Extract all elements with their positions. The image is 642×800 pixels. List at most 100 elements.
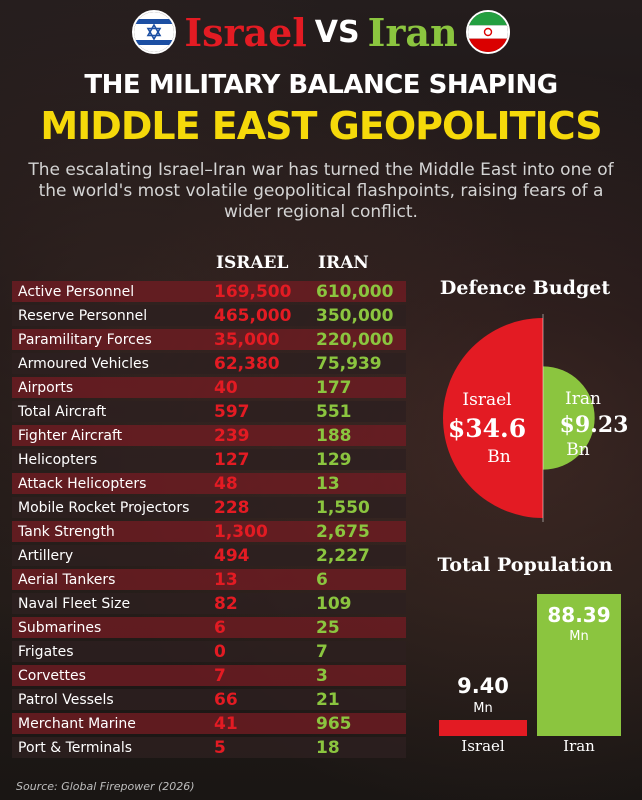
bar-category-label: Israel [461,737,505,755]
bar-value-label: 9.40 [457,674,509,698]
israel-value-cell: 7 [214,665,316,686]
table-row: Patrol Vessels 66 21 [12,689,406,710]
iran-value-cell: 551 [316,401,406,422]
metric-cell: Reserve Personnel [12,305,214,326]
table-row: Tank Strength 1,300 2,675 [12,521,406,542]
bar-israel [439,720,527,736]
table-row: Fighter Aircraft 239 188 [12,425,406,446]
title-line-2: MIDDLE EAST GEOPOLITICS [40,104,602,148]
israel-label: Israel [184,9,307,55]
metric-cell: Port & Terminals [12,737,214,758]
column-header-israel: ISRAEL [216,253,289,273]
israel-value-cell: 127 [214,449,316,470]
israel-value-cell: 228 [214,497,316,518]
pie-slice-israel [443,318,543,518]
pie-label-iran-value: $9.23 [560,412,629,438]
vs-row: Israel VS Iran [0,6,642,58]
table-row: Armoured Vehicles 62,380 75,939 [12,353,406,374]
metric-cell: Merchant Marine [12,713,214,734]
table-row: Artillery 494 2,227 [12,545,406,566]
table-row: Attack Helicopters 48 13 [12,473,406,494]
metric-cell: Artillery [12,545,214,566]
stats-table: Active Personnel 169,500 610,000 Reserve Pe… [12,278,406,761]
iran-value-cell: 75,939 [316,353,406,374]
israel-value-cell: 66 [214,689,316,710]
iran-value-cell: 1,550 [316,497,406,518]
bar-category-label: Iran [563,737,595,755]
metric-cell: Tank Strength [12,521,214,542]
metric-cell: Aerial Tankers [12,569,214,590]
pie-divider [542,314,544,522]
israel-value-cell: 40 [214,377,316,398]
metric-cell: Submarines [12,617,214,638]
table-row: Active Personnel 169,500 610,000 [12,281,406,302]
metric-cell: Active Personnel [12,281,214,302]
iran-value-cell: 965 [316,713,406,734]
table-row: Port & Terminals 5 18 [12,737,406,758]
defence-budget-title: Defence Budget [439,277,611,299]
bar-iran [537,594,621,736]
pie-label-iran-name: Iran [565,389,601,409]
israel-value-cell: 48 [214,473,316,494]
iran-value-cell: 25 [316,617,406,638]
israel-value-cell: 5 [214,737,316,758]
israel-value-cell: 13 [214,569,316,590]
iran-value-cell: 129 [316,449,406,470]
table-row: Total Aircraft 597 551 [12,401,406,422]
iran-value-cell: 220,000 [316,329,406,350]
total-population-title: Total Population [437,554,613,576]
table-row: Frigates 0 7 [12,641,406,662]
israel-value-cell: 0 [214,641,316,662]
israel-value-cell: 62,380 [214,353,316,374]
iran-value-cell: 7 [316,641,406,662]
pie-slice-iran [543,366,595,470]
iran-label: Iran [367,9,458,55]
iran-value-cell: 3 [316,665,406,686]
metric-cell: Mobile Rocket Projectors [12,497,214,518]
iran-value-cell: 350,000 [316,305,406,326]
israel-value-cell: 494 [214,545,316,566]
metric-cell: Attack Helicopters [12,473,214,494]
metric-cell: Helicopters [12,449,214,470]
iran-value-cell: 21 [316,689,406,710]
table-row: Submarines 6 25 [12,617,406,638]
iran-value-cell: 610,000 [316,281,406,302]
israel-value-cell: 41 [214,713,316,734]
bar-unit-label: Mn [569,629,588,644]
metric-cell: Corvettes [12,665,214,686]
israel-value-cell: 35,000 [214,329,316,350]
metric-cell: Paramilitary Forces [12,329,214,350]
column-header-iran: IRAN [318,253,369,273]
pie-label-israel-name: Israel [462,390,511,410]
subtitle: The escalating Israel–Iran war has turne… [28,160,614,222]
bar-value-label: 88.39 [547,603,610,627]
israel-flag-icon [132,10,177,54]
metric-cell: Armoured Vehicles [12,353,214,374]
pie-label-israel-value: $34.6 [448,414,526,443]
israel-value-cell: 465,000 [214,305,316,326]
table-row: Reserve Personnel 465,000 350,000 [12,305,406,326]
pie-label-israel-unit: Bn [487,447,510,467]
table-row: Corvettes 7 3 [12,665,406,686]
iran-value-cell: 13 [316,473,406,494]
iran-value-cell: 2,675 [316,521,406,542]
metric-cell: Patrol Vessels [12,689,214,710]
table-row: Mobile Rocket Projectors 228 1,550 [12,497,406,518]
metric-cell: Airports [12,377,214,398]
israel-value-cell: 6 [214,617,316,638]
israel-value-cell: 239 [214,425,316,446]
pie-label-iran-unit: Bn [566,440,589,460]
iran-value-cell: 6 [316,569,406,590]
israel-value-cell: 597 [214,401,316,422]
metric-cell: Total Aircraft [12,401,214,422]
bar-unit-label: Mn [473,701,492,716]
table-row: Airports 40 177 [12,377,406,398]
title-line-1: THE MILITARY BALANCE SHAPING [84,70,558,100]
table-row: Paramilitary Forces 35,000 220,000 [12,329,406,350]
vs-label: VS [314,14,360,50]
iran-value-cell: 18 [316,737,406,758]
iran-flag-icon [465,10,510,54]
israel-value-cell: 82 [214,593,316,614]
iran-value-cell: 177 [316,377,406,398]
